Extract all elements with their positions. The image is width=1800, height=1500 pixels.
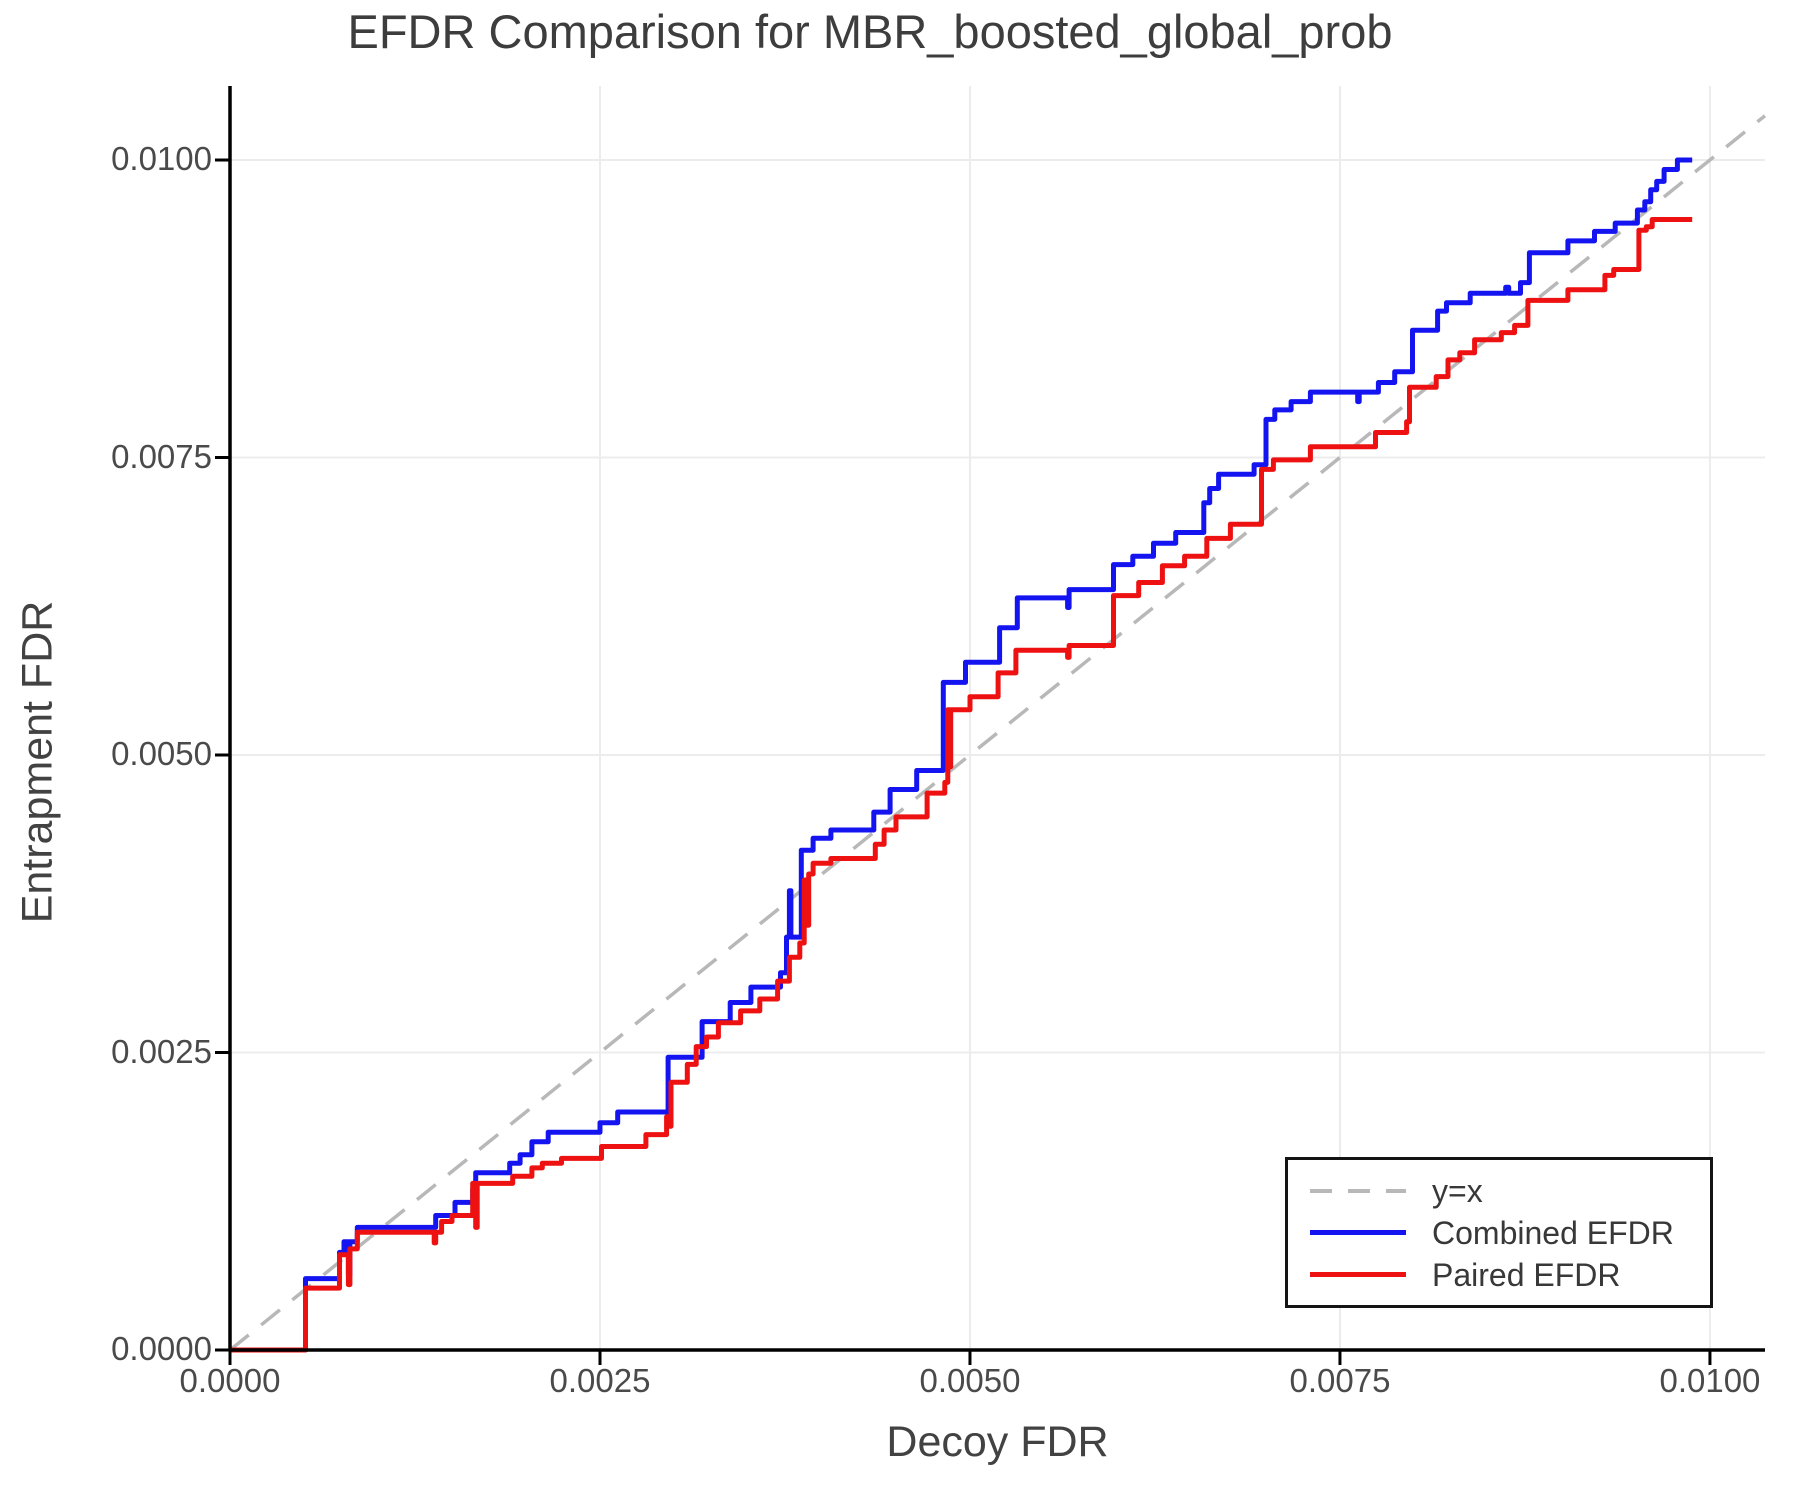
combined-line-sample [1310, 1230, 1406, 1235]
x-tick-label-1: 0.0025 [549, 1362, 651, 1399]
x-tick-label-3: 0.0075 [1289, 1362, 1391, 1399]
legend-label-paired: Paired EFDR [1432, 1256, 1621, 1293]
y-tick-label-0: 0.0000 [111, 1330, 212, 1367]
legend-label-yx: y=x [1432, 1172, 1483, 1209]
legend-box: y=x Combined EFDR Paired EFDR [1285, 1157, 1713, 1308]
combined-efdr-line [230, 157, 1693, 1353]
legend-label-combined: Combined EFDR [1432, 1214, 1674, 1251]
x-axis-label: Decoy FDR [886, 1418, 1109, 1466]
identity-line [228, 114, 1767, 1352]
paired-line-sample [1310, 1272, 1406, 1277]
paired-efdr-line [230, 217, 1693, 1353]
y-tick-label-2: 0.0050 [111, 735, 212, 772]
yx-line-sample [1310, 1188, 1406, 1193]
x-tick-label-2: 0.0050 [919, 1362, 1021, 1399]
y-tick-label-4: 0.0100 [111, 140, 212, 178]
y-tick-label-1: 0.0025 [111, 1032, 212, 1070]
legend-item-yx: y=x [1310, 1170, 1710, 1212]
x-tick-label-0: 0.0000 [179, 1362, 281, 1399]
legend-item-combined: Combined EFDR [1310, 1212, 1710, 1254]
y-tick-label-3: 0.0075 [111, 437, 212, 475]
legend-item-paired: Paired EFDR [1310, 1254, 1710, 1296]
chart-title: EFDR Comparison for MBR_boosted_global_p… [347, 5, 1393, 58]
x-tick-label-4: 0.0100 [1659, 1362, 1761, 1399]
